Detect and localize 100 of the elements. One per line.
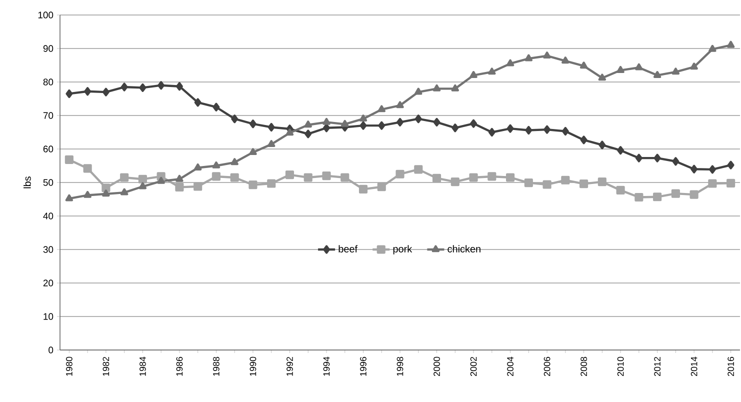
- legend-label: pork: [393, 245, 412, 254]
- point: [138, 182, 147, 190]
- point: [194, 182, 202, 191]
- point: [120, 82, 128, 92]
- y-tick-label: 0: [48, 346, 54, 354]
- point: [230, 158, 238, 166]
- point: [414, 165, 423, 174]
- x-tick-label: 2004: [507, 356, 514, 376]
- point: [451, 84, 459, 92]
- point: [358, 184, 368, 194]
- point: [248, 180, 258, 190]
- point: [506, 59, 514, 66]
- point: [139, 83, 146, 92]
- x-tick-label: 1984: [140, 356, 146, 376]
- point: [286, 128, 294, 136]
- point: [414, 114, 422, 124]
- point: [726, 40, 735, 48]
- point: [727, 160, 734, 170]
- point: [654, 154, 661, 162]
- point: [635, 154, 642, 162]
- point: [562, 56, 570, 64]
- point: [268, 122, 275, 132]
- point: [452, 124, 459, 132]
- point: [102, 184, 110, 192]
- point: [359, 114, 368, 122]
- point: [598, 74, 606, 81]
- y-axis-title: lbs: [24, 176, 31, 188]
- point: [285, 170, 294, 180]
- point: [377, 182, 386, 192]
- point: [158, 81, 165, 90]
- point: [66, 89, 73, 98]
- point: [65, 194, 74, 202]
- point: [323, 124, 330, 132]
- point: [506, 173, 515, 182]
- point: [506, 124, 514, 133]
- point: [524, 178, 533, 188]
- x-tick-label: 1998: [396, 356, 404, 376]
- point: [230, 173, 239, 182]
- point: [580, 62, 588, 69]
- y-tick-label: 40: [43, 212, 54, 220]
- point: [470, 71, 478, 78]
- point: [726, 178, 736, 188]
- x-tick-label: 2000: [434, 356, 440, 376]
- x-tick-label: 1982: [102, 356, 110, 376]
- point: [616, 186, 625, 194]
- x-tick-label: 1988: [213, 356, 220, 376]
- point: [671, 189, 680, 198]
- point: [360, 121, 367, 130]
- point: [212, 161, 220, 168]
- point: [322, 172, 331, 180]
- point: [708, 165, 716, 174]
- point: [544, 125, 551, 134]
- point: [433, 118, 440, 126]
- y-tick-label: 90: [43, 45, 54, 52]
- x-tick-label: 2012: [654, 356, 660, 376]
- point: [212, 102, 220, 112]
- point: [708, 44, 716, 52]
- x-tick-label: 2016: [728, 356, 734, 376]
- y-tick-label: 20: [43, 280, 54, 286]
- point: [690, 190, 698, 199]
- point: [102, 88, 110, 96]
- point: [120, 188, 128, 196]
- point: [176, 174, 184, 182]
- y-tick-label: 50: [43, 179, 54, 186]
- point: [561, 176, 570, 184]
- point: [616, 66, 624, 73]
- point: [304, 173, 312, 182]
- point: [378, 121, 386, 130]
- point: [617, 146, 624, 155]
- x-tick-label: 2006: [544, 356, 550, 376]
- point: [653, 71, 662, 78]
- point: [267, 179, 276, 188]
- point: [175, 182, 184, 192]
- point: [194, 163, 202, 170]
- point: [378, 105, 386, 112]
- point: [634, 192, 644, 202]
- point: [120, 173, 129, 182]
- point: [194, 98, 202, 107]
- x-tick-label: 2010: [617, 356, 624, 376]
- y-tick-label: 60: [43, 146, 54, 152]
- point: [102, 190, 110, 197]
- point: [690, 164, 698, 174]
- x-tick-label: 1992: [286, 356, 293, 376]
- legend-label: chicken: [448, 245, 480, 252]
- point: [525, 126, 532, 135]
- point: [249, 148, 257, 156]
- point: [580, 180, 588, 188]
- point: [396, 118, 404, 126]
- y-tick-label: 100: [38, 12, 54, 18]
- y-tick-label: 80: [43, 78, 54, 86]
- x-tick-label: 2008: [580, 356, 587, 376]
- point: [488, 68, 496, 75]
- point: [542, 180, 552, 189]
- point: [231, 114, 238, 124]
- x-tick-label: 1994: [323, 356, 330, 376]
- point: [249, 120, 256, 128]
- y-tick-label: 10: [44, 313, 54, 320]
- point: [84, 87, 92, 96]
- point: [176, 82, 183, 91]
- point: [396, 170, 404, 178]
